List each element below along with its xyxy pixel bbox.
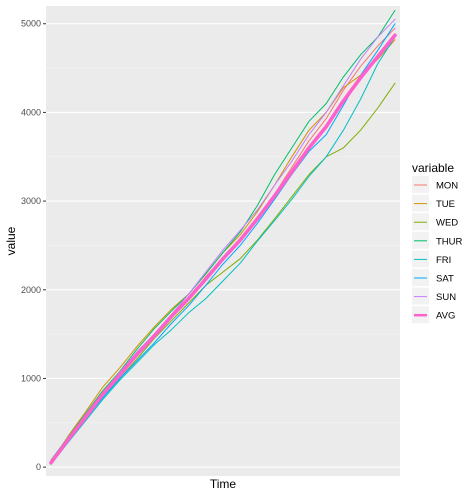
legend-label-wed: WED	[436, 218, 458, 229]
y-axis: 0 1000 2000 3000 4000 5000	[21, 19, 46, 472]
legend-label-thur: THUR	[436, 236, 463, 247]
y-tick-label: 2000	[21, 285, 41, 295]
legend-label-sat: SAT	[436, 274, 454, 285]
series-lines	[49, 9, 397, 465]
legend-label-mon: MON	[436, 181, 458, 192]
plot-panel	[46, 6, 400, 476]
legend-title: variable	[412, 161, 454, 175]
legend-label-fri: FRI	[436, 255, 451, 266]
y-tick-label: 3000	[21, 196, 41, 206]
legend-label-avg: AVG	[436, 311, 455, 322]
legend-label-sun: SUN	[436, 292, 456, 303]
series-line-sat	[50, 23, 396, 465]
x-axis-title: Time	[210, 477, 237, 491]
y-tick-label: 5000	[21, 19, 41, 29]
grid-major	[46, 23, 400, 468]
legend: variable MON TUE WED THUR FRI SAT SUN AVG	[412, 161, 463, 324]
series-line-thur	[50, 9, 396, 461]
legend-label-tue: TUE	[436, 199, 455, 210]
y-tick-label: 1000	[21, 373, 41, 383]
grid-minor	[46, 67, 400, 424]
y-axis-title: value	[4, 226, 18, 255]
series-line-fri	[50, 36, 396, 465]
y-tick-label: 4000	[21, 107, 41, 117]
series-line-avg	[49, 33, 397, 465]
y-tick-label: 0	[36, 462, 41, 472]
